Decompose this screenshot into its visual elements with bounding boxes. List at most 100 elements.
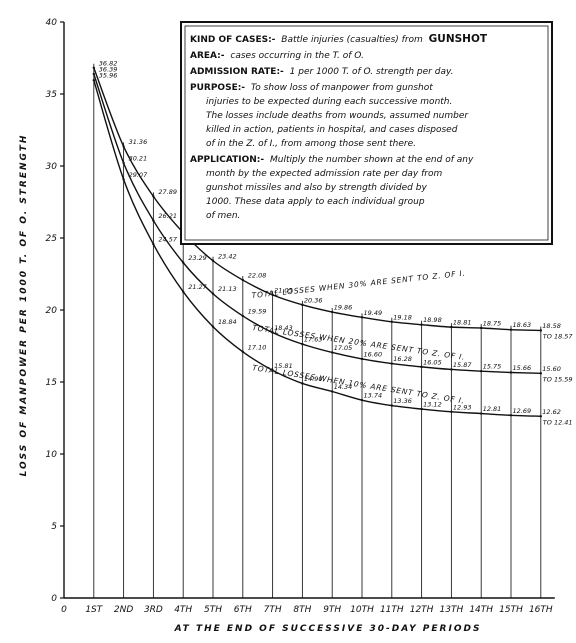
svg-text:PURPOSE:- To show loss o: PURPOSE:- To show loss of manpower from … — [190, 83, 433, 93]
box-application-line-4: of men. — [206, 211, 240, 221]
box-application-line-0: Multiply the number shown at the end of … — [270, 155, 474, 165]
x-tick-label: 15TH — [499, 605, 523, 615]
series-20-point — [211, 292, 215, 295]
series-30-value-label: 18.75 — [483, 320, 502, 328]
series-20-point — [539, 372, 542, 375]
series-20-value-label: 15.87 — [453, 361, 472, 369]
series-20-value-label: 26.21 — [158, 212, 177, 220]
series-20-value-label: 18.43 — [274, 324, 293, 332]
x-tick-label: 10TH — [350, 605, 374, 615]
series-30-end-label: TO 18.57 — [543, 332, 574, 340]
y-axis-title: LOSS OF MANPOWER PER 1000 T. OF O. STREN… — [19, 134, 29, 477]
series-10-value-label: 12.69 — [513, 407, 532, 415]
series-30-point — [539, 329, 542, 332]
series-30-value-label: 22.08 — [248, 272, 267, 280]
series-20-value-label: 16.60 — [364, 350, 383, 358]
series-20-point — [301, 342, 304, 346]
series-10-point — [92, 78, 96, 82]
series-10-point — [301, 382, 304, 385]
box-purpose-line-4: of in the Z. of I., from among those sen… — [206, 139, 416, 149]
series-10-end-label: TO 12.41 — [543, 418, 573, 426]
x-tick-label: 9TH — [323, 605, 341, 615]
series-20-point — [122, 161, 125, 165]
series-10-point — [211, 325, 215, 328]
box-application-line-2: gunshot missiles and also by strength di… — [206, 183, 427, 193]
series-20-point — [331, 351, 334, 354]
series-20-value-label: 17.05 — [334, 344, 353, 352]
series-20-point — [509, 371, 513, 374]
series-10-value-label: 13.74 — [364, 392, 383, 400]
y-tick-label: 30 — [46, 162, 58, 172]
x-tick-label: 5TH — [204, 605, 222, 615]
series-30-value-label: 21.05 — [274, 286, 293, 294]
series-20-end-label: TO 15.59 — [543, 375, 573, 383]
series-10-point — [420, 407, 423, 411]
annotation-box: KIND OF CASES:- Battle injuries (casualt… — [180, 21, 553, 245]
series-20-value-label: 15.66 — [513, 364, 532, 372]
y-tick-label: 20 — [46, 306, 58, 316]
series-20-line — [93, 73, 541, 375]
series-30-value-label: 23.42 — [218, 252, 237, 260]
box-purpose-line-2: The losses include deaths from wounds, a… — [206, 111, 469, 121]
series-30-value-label: 19.86 — [334, 304, 353, 312]
series-10-point — [509, 414, 513, 417]
series-20-point — [241, 314, 244, 318]
series-30-point — [420, 323, 423, 326]
x-tick-label: 11TH — [380, 605, 404, 615]
series-10-value-label: 13.36 — [393, 397, 412, 405]
series-10-point — [122, 178, 125, 181]
box-rate-label: ADMISSION RATE:- — [190, 67, 284, 77]
series-10-line — [93, 79, 541, 417]
series-30-point — [390, 320, 393, 324]
x-tick-label: 1ST — [85, 605, 103, 615]
series-20-value-label: 15.75 — [483, 363, 502, 371]
box-area-text: cases occurring in the T. of O. — [230, 51, 364, 61]
x-ticks: 0 1ST 2ND 3RD 4TH 5TH 6TH 7TH 8TH 9TH 10TH 11TH 12TH… — [61, 605, 553, 615]
series-30-name: TOTAL LOSSES WHEN 30% ARE SENT TO Z. OF … — [251, 269, 466, 300]
series-20-value-label: 19.59 — [248, 307, 267, 315]
series-10-value-label: 21.27 — [188, 283, 207, 291]
series-10-value-label: 13.12 — [423, 401, 442, 409]
box-kind-label: KIND OF CASES:- — [190, 35, 276, 45]
box-purpose-line-1: injuries to be expected during each succ… — [206, 97, 452, 107]
series-30-line — [93, 67, 541, 332]
series-30-point — [509, 328, 513, 331]
series-30-point — [241, 278, 244, 282]
series-30-value-label: 18.81 — [453, 319, 472, 327]
series-10-point — [182, 290, 185, 293]
box-application-line-3: 1000. These data apply to each individua… — [206, 197, 425, 207]
x-tick-label: 16TH — [529, 605, 553, 615]
series-30-point — [331, 310, 334, 314]
series-20-point — [152, 219, 155, 222]
series-10-point — [450, 410, 453, 414]
x-tick-label: 2ND — [114, 605, 133, 615]
series-10-value-label: 12.93 — [453, 403, 472, 411]
series-20-value-label: 15.60 — [542, 365, 561, 373]
series-10-value-label: 12.81 — [483, 405, 502, 413]
x-tick-label: 13TH — [440, 605, 464, 615]
series-30-value-label: 36.82 — [99, 59, 118, 67]
series-20-point — [420, 365, 423, 369]
box-area-label: AREA:- — [190, 51, 225, 61]
box-purpose-line-0: To show loss of manpower from gunshot — [251, 83, 433, 93]
series-10-point — [480, 412, 483, 415]
series-10-value-label: 18.84 — [218, 318, 237, 326]
series-10-value-label: 12.62 — [542, 408, 561, 416]
x-tick-label: 3RD — [144, 605, 163, 615]
series-20-value-label: 23.29 — [188, 254, 207, 262]
data-labels: 36.8231.3627.8925.3723.4222.0821.0520.36… — [99, 59, 574, 426]
box-kind-text: Battle injuries (casualties) from — [281, 35, 423, 45]
series-group — [92, 66, 542, 418]
box-purpose-label: PURPOSE:- — [190, 83, 245, 93]
x-tick-label: 6TH — [234, 605, 252, 615]
box-purpose-line-3: killed in action, patients in hospital, … — [206, 125, 458, 135]
series-10-value-label: 35.96 — [99, 72, 118, 80]
y-tick-label: 40 — [46, 18, 58, 28]
x-axis-title: AT THE END OF SUCCESSIVE 30-DAY PERIODS — [174, 624, 482, 634]
series-30-point — [271, 293, 274, 297]
series-10-point — [271, 369, 274, 372]
series-20-value-label: 17.63 — [304, 336, 323, 344]
y-tick-label: 0 — [51, 594, 57, 604]
y-tick-label: 5 — [51, 522, 57, 532]
series-10-point — [241, 350, 244, 353]
